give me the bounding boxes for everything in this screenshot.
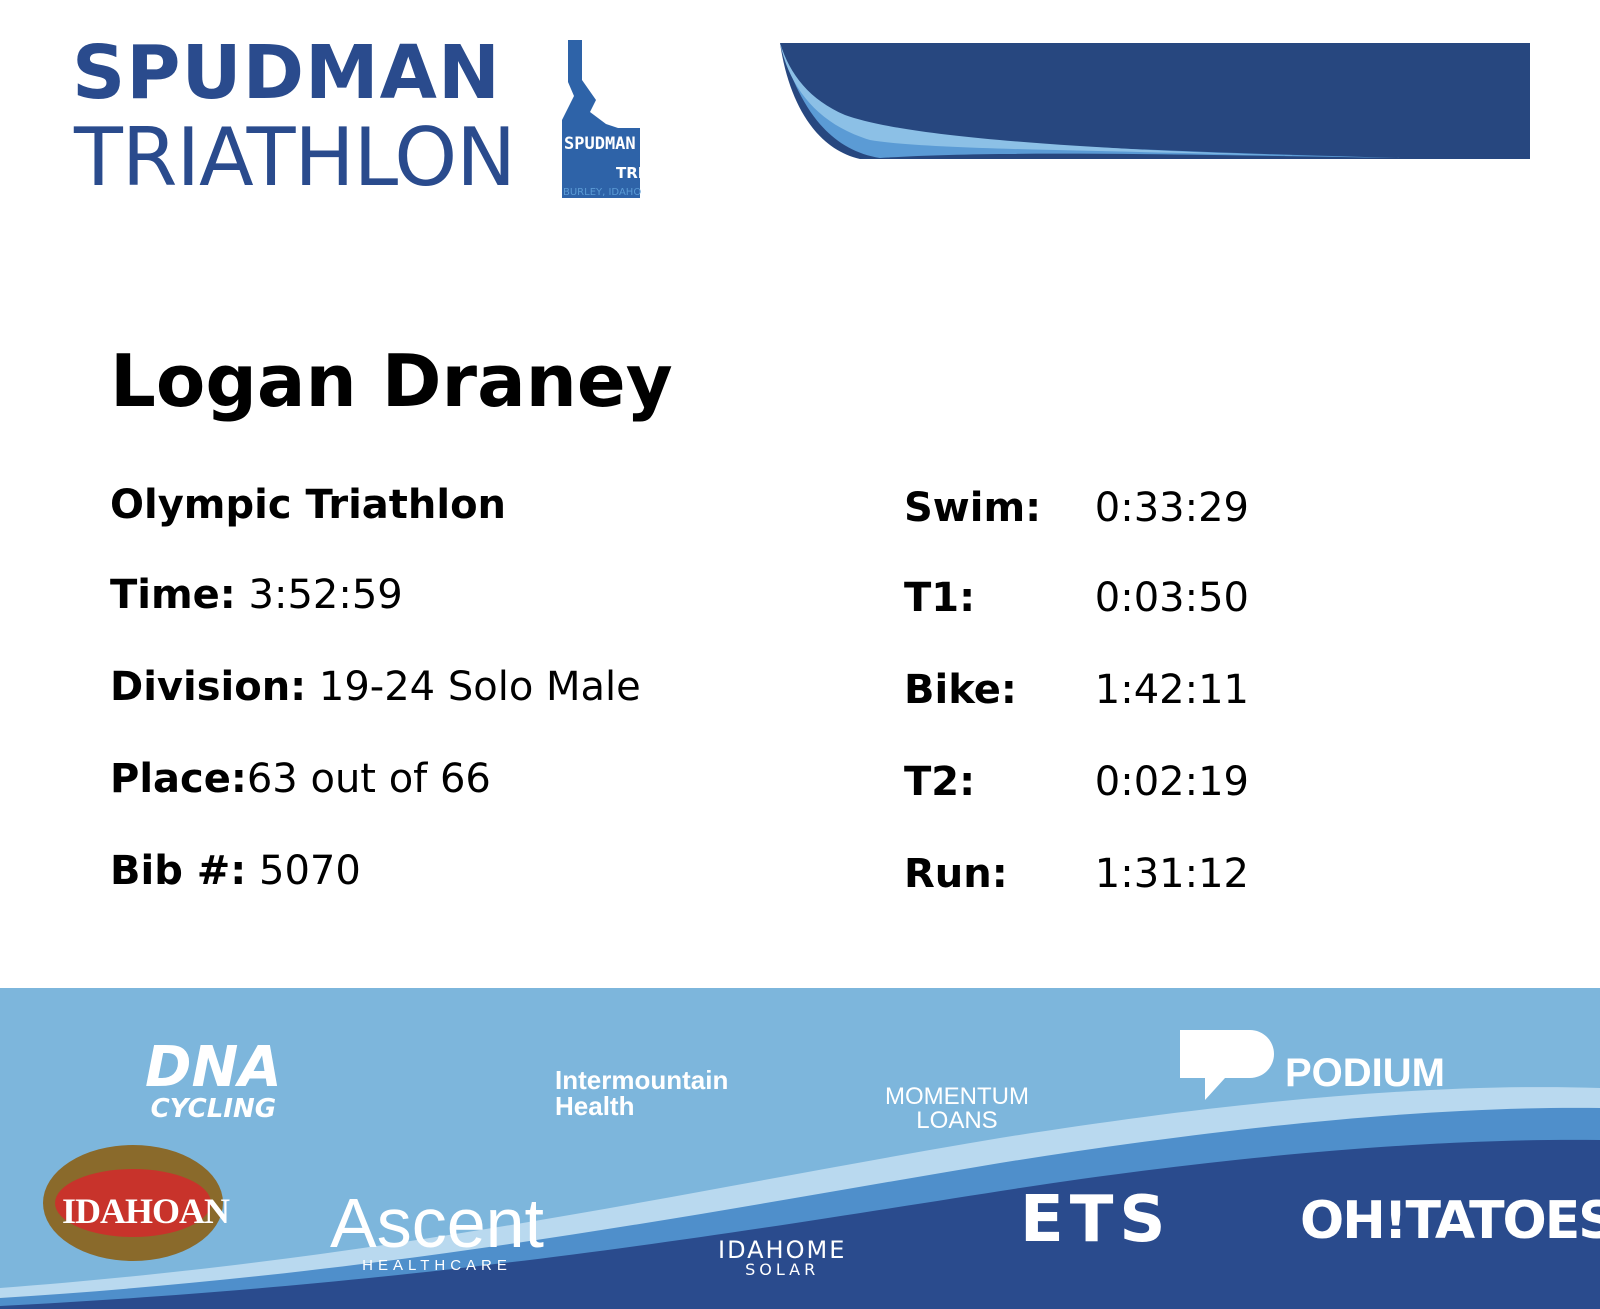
sponsor-logo: Ascent HEALTHCARE	[330, 1188, 544, 1273]
sponsor-name: DNA	[145, 1035, 282, 1100]
sponsor-name: Intermountain	[555, 1065, 729, 1095]
badge-top: SPUDMAN	[564, 134, 636, 154]
field-row: Division: 19-24 Solo Male	[110, 667, 641, 707]
event-name: Olympic Triathlon	[110, 482, 507, 528]
field-label: Bib #:	[110, 848, 247, 894]
sponsor-subtitle: Health	[555, 1091, 635, 1121]
field-row: Time: 3:52:59	[110, 575, 403, 615]
badge-tri: TRI	[616, 164, 644, 182]
field-label: Time:	[110, 572, 236, 618]
sponsor-name: ETS	[1020, 1183, 1172, 1257]
sponsor-logo: IDAHOME SOLAR	[718, 1238, 846, 1278]
split-label: Swim:	[904, 485, 1042, 531]
sponsor-subtitle: LOANS	[916, 1107, 998, 1134]
split-label: Run:	[904, 851, 1008, 897]
sponsor-name: Ascent	[330, 1184, 544, 1262]
sponsor-subtitle: CYCLING	[150, 1094, 277, 1124]
sponsor-name: MOMENTUM	[885, 1083, 1029, 1110]
athlete-name: Logan Draney	[110, 339, 673, 423]
field-value: 63 out of 66	[246, 756, 491, 802]
sponsor-logo: DNA CYCLING	[145, 1035, 282, 1124]
sponsor-logo: Intermountain Health	[555, 1067, 728, 1119]
field-label: Division:	[110, 664, 307, 710]
title-line1: SPUDMAN	[72, 30, 501, 116]
sponsor-logo: MOMENTUM LOANS	[885, 1085, 1029, 1133]
split-value: 0:03:50	[1094, 575, 1249, 621]
field-value: 5070	[259, 848, 361, 894]
sponsor-logo: PODIUM	[1285, 1053, 1445, 1093]
split-label: T2:	[904, 759, 976, 805]
sponsor-subtitle: SOLAR	[745, 1260, 820, 1279]
field-row: Bib #: 5070	[110, 851, 361, 891]
split-value: 1:31:12	[1094, 851, 1249, 897]
title-line2: TRIATHLON	[74, 111, 516, 204]
field-row: Place:63 out of 66	[110, 759, 491, 799]
sponsor-logo: ETS	[1020, 1188, 1171, 1252]
split-value: 0:02:19	[1094, 759, 1249, 805]
split-label: Bike:	[904, 667, 1017, 713]
badge-place: BURLEY, IDAHO	[563, 187, 642, 198]
sponsor-name: IDAHOAN	[62, 1191, 230, 1231]
sponsor-name: OH!TATOES	[1300, 1191, 1600, 1251]
split-value: 0:33:29	[1094, 485, 1249, 531]
header-graphics	[562, 40, 1530, 198]
field-value: 3:52:59	[248, 572, 403, 618]
footer-background	[0, 988, 1600, 1309]
split-value: 1:42:11	[1094, 667, 1249, 713]
sponsor-logo: IDAHOAN	[62, 1191, 230, 1231]
field-label: Place:	[110, 756, 247, 802]
sponsor-name: PODIUM	[1285, 1051, 1445, 1095]
split-label: T1:	[904, 575, 976, 621]
sponsor-logo: OH!TATOES	[1300, 1195, 1600, 1247]
field-value: 19-24 Solo Male	[318, 664, 641, 710]
sponsor-name: IDAHOME	[718, 1236, 847, 1264]
sponsor-subtitle: HEALTHCARE	[362, 1257, 512, 1274]
